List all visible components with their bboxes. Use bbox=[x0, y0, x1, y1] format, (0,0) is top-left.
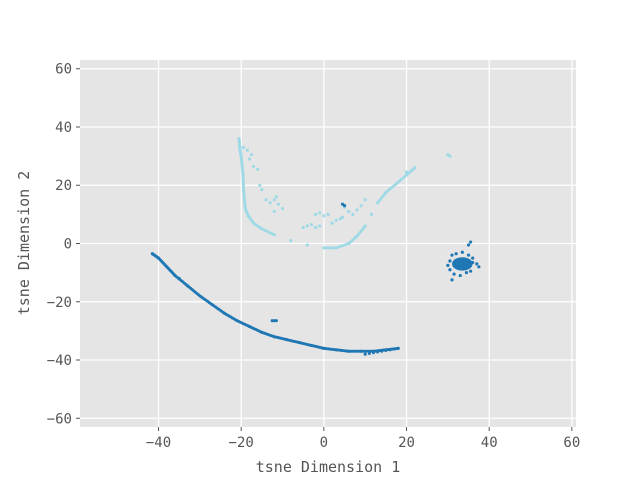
scatter-point bbox=[260, 188, 264, 192]
scatter-point bbox=[256, 167, 260, 171]
scatter-point bbox=[305, 224, 309, 228]
y-tick-label: −60 bbox=[47, 411, 72, 427]
x-tick-label: −20 bbox=[229, 435, 254, 451]
scatter-point bbox=[249, 153, 254, 157]
scatter-point bbox=[448, 259, 452, 263]
scatter-point bbox=[342, 204, 347, 208]
scatter-point bbox=[446, 263, 450, 267]
scatter-point bbox=[324, 246, 328, 250]
scatter-point bbox=[280, 206, 285, 211]
scatter-point bbox=[276, 202, 280, 206]
scatter-point bbox=[355, 208, 359, 212]
x-tick-label: 60 bbox=[563, 435, 580, 451]
scatter-point bbox=[452, 272, 456, 276]
scatter-point bbox=[404, 170, 409, 174]
scatter-point bbox=[347, 209, 351, 214]
scatter-point bbox=[258, 183, 262, 187]
scatter-point bbox=[272, 198, 276, 202]
scatter-point bbox=[252, 164, 256, 168]
scatter-point bbox=[272, 209, 276, 214]
x-tick-label: 0 bbox=[320, 435, 328, 451]
scatter-point bbox=[363, 352, 367, 356]
scatter-point bbox=[454, 252, 458, 256]
scatter-point bbox=[326, 246, 330, 250]
scatter-point bbox=[464, 271, 469, 275]
grid-lines bbox=[80, 60, 576, 427]
scatter-point bbox=[318, 211, 322, 215]
scatter-point bbox=[328, 246, 332, 250]
scatter-point bbox=[264, 198, 268, 202]
scatter-point bbox=[301, 225, 305, 230]
scatter-point bbox=[466, 253, 471, 257]
scatter-point bbox=[450, 278, 454, 282]
scatter-point bbox=[458, 273, 462, 278]
y-tick-label: −20 bbox=[47, 295, 72, 311]
y-tick-label: −40 bbox=[47, 353, 72, 369]
scatter-point bbox=[309, 222, 314, 227]
scatter-point bbox=[363, 224, 367, 228]
x-tick-label: 40 bbox=[481, 435, 498, 451]
scatter-point bbox=[322, 214, 326, 218]
scatter-point bbox=[471, 256, 475, 260]
scatter-point bbox=[469, 269, 473, 273]
scatter-point bbox=[369, 212, 373, 216]
scatter-point bbox=[247, 157, 252, 161]
scatter-point bbox=[314, 225, 318, 230]
scatter-point bbox=[318, 224, 322, 228]
scatter-point bbox=[448, 154, 452, 158]
scatter-point bbox=[305, 243, 309, 247]
scatter-point bbox=[477, 265, 481, 269]
scatter-point bbox=[388, 348, 392, 352]
x-tick-label: −40 bbox=[146, 435, 171, 451]
scatter-point bbox=[330, 246, 334, 250]
scatter-point bbox=[340, 215, 345, 219]
scatter-point bbox=[448, 268, 452, 272]
scatter-point bbox=[274, 195, 278, 199]
scatter-point bbox=[396, 346, 400, 350]
scatter-point bbox=[460, 250, 464, 254]
scatter-point bbox=[376, 350, 380, 354]
axis-ticks: −40 −20 0 20 40 60 −60 −40 −20 0 20 40 60 bbox=[47, 62, 581, 451]
scatter-point bbox=[241, 145, 245, 149]
x-tick-label: 20 bbox=[398, 435, 415, 451]
scatter-point bbox=[363, 198, 367, 202]
scatter-point bbox=[371, 351, 375, 355]
scatter-points bbox=[150, 137, 481, 356]
scatter-point bbox=[367, 351, 371, 355]
scatter-point bbox=[314, 212, 318, 216]
y-axis-label: tsne Dimension 2 bbox=[15, 171, 33, 316]
x-axis-label: tsne Dimension 1 bbox=[256, 458, 401, 476]
scatter-point bbox=[469, 240, 473, 244]
scatter-point bbox=[450, 253, 454, 257]
y-tick-label: 40 bbox=[55, 120, 72, 136]
dense-cluster bbox=[452, 257, 473, 271]
scatter-point bbox=[392, 347, 396, 351]
scatter-point bbox=[326, 212, 330, 216]
scatter-point bbox=[334, 218, 338, 222]
scatter-point bbox=[272, 319, 276, 323]
scatter-point bbox=[475, 262, 479, 266]
scatter-point bbox=[466, 243, 471, 247]
scatter-point bbox=[245, 148, 249, 152]
scatter-point bbox=[413, 166, 417, 170]
scatter-point bbox=[351, 212, 355, 216]
y-tick-label: 20 bbox=[55, 178, 72, 194]
scatter-point bbox=[359, 204, 363, 208]
scatter-point bbox=[330, 221, 334, 225]
scatter-point bbox=[289, 238, 293, 243]
y-tick-label: 0 bbox=[64, 237, 72, 253]
scatter-point bbox=[268, 201, 272, 205]
scatter-point bbox=[384, 349, 388, 353]
scatter-point bbox=[380, 349, 384, 353]
scatter-point bbox=[177, 276, 181, 281]
scatter-point bbox=[272, 233, 276, 237]
y-tick-label: 60 bbox=[55, 62, 72, 78]
